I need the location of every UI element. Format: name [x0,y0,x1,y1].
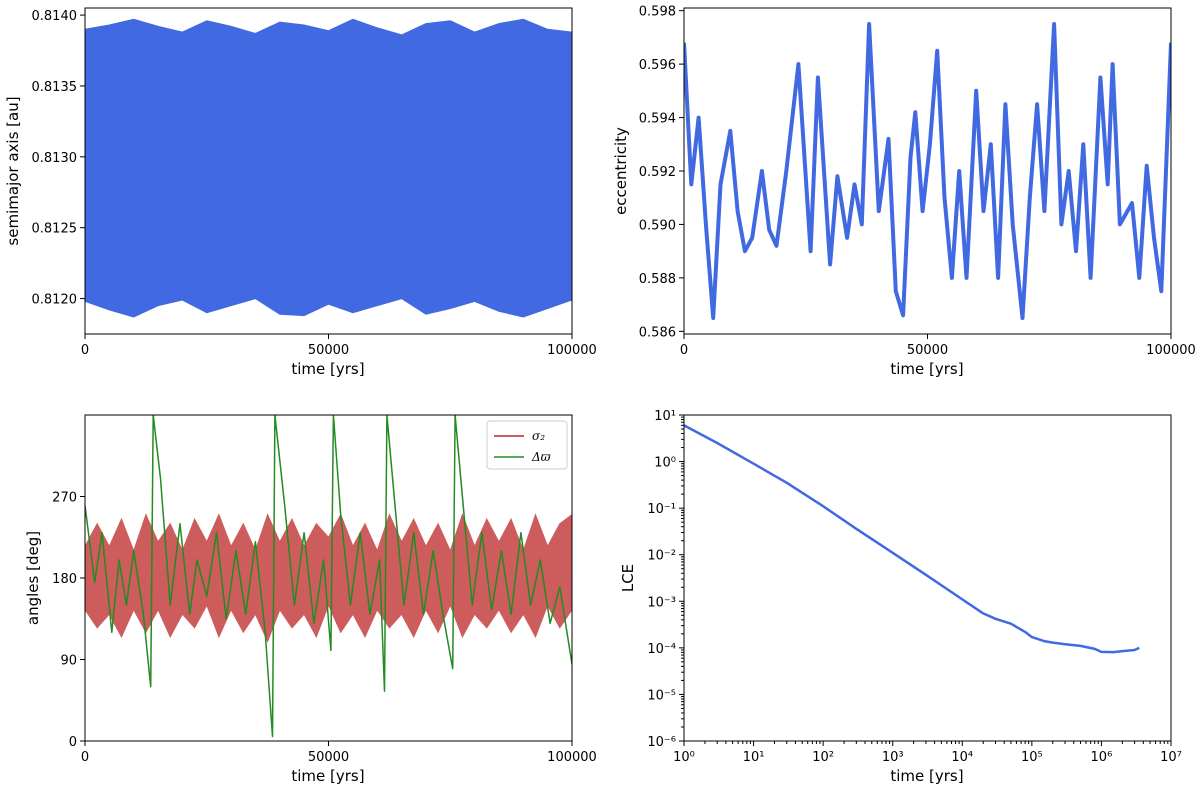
p1-y-axis-label: eccentricity [612,127,630,215]
p3-xtick-label: 10³ [882,750,904,765]
p0-ytick-label: 0.8125 [32,222,78,237]
p3-ytick-label: 10⁻⁴ [647,642,676,657]
p3-ytick-label: 10⁻¹ [647,502,676,517]
p0-xtick-label: 0 [81,343,89,358]
series-line-LCE [684,424,1140,654]
p1-ytick-label: 0.596 [639,58,676,73]
p2-xtick-label: 50000 [308,750,349,765]
p1-axes-frame [683,7,1172,335]
p3-xtick-label: 10⁵ [1021,750,1043,765]
p2-axes-frame [84,414,573,742]
p3-ytick-label: 10⁻⁶ [647,735,676,750]
series-band-semimajor-axis [85,18,572,318]
p3-ytick-label: 10⁻⁵ [647,688,676,703]
p3-xtick-label: 10² [812,750,834,765]
p1-xtick-label: 50000 [907,343,948,358]
p2-ytick-label: 0 [69,735,77,750]
p0-xtick-label: 50000 [308,343,349,358]
legend-delta-varpi-label: Δϖ [531,450,552,464]
p3-ytick-label: 10⁻² [647,549,676,564]
p0-data-layer [85,18,572,318]
p1-ytick-label: 0.598 [639,5,676,20]
p1-data-layer [684,22,1171,320]
p1-ytick-label: 0.590 [639,218,676,233]
p1-ytick-label: 0.588 [639,272,676,287]
p3-ytick-label: 10¹ [654,409,676,424]
p0-ytick-label: 0.8140 [32,9,78,24]
p1-ytick-label: 0.592 [639,165,676,180]
p0-x-axis-label: time [yrs] [291,360,364,378]
p3-x-axis-label: time [yrs] [890,767,963,785]
panel-semimajor-axis: 0 50000 100000 0.8120 0.8125 0.8130 0.8135 0.81… [4,7,597,378]
legend-sigma2-label: σ₂ [532,429,545,443]
p0-ticks: 0 50000 100000 0.8120 0.8125 0.8130 0.8135 0.81… [32,9,597,358]
p3-ytick-label: 10⁻³ [647,595,676,610]
p1-xtick-label: 100000 [1146,343,1196,358]
p2-xtick-label: 100000 [547,750,597,765]
p0-ytick-label: 0.8120 [32,293,78,308]
p0-y-axis-label: semimajor axis [au] [4,96,22,245]
p1-ytick-label: 0.594 [639,112,676,127]
p0-ytick-label: 0.8135 [32,80,78,95]
panel-lce: 10⁰ 10¹ 10² 10³ 10⁴ 10⁵ 10⁶ 10⁷ 10⁻⁶ 10⁻⁵ 10⁻⁴ 10⁻³… [619,409,1182,785]
panel-angles: 0 50000 100000 0 90 180 270 time [yrs] angles … [24,414,597,785]
p3-xtick-label: 10⁴ [951,750,973,765]
series-line-Δϖ [85,415,572,738]
panel-eccentricity: 0 50000 100000 0.586 0.588 0.590 0.592 0.594 0.5… [612,5,1196,378]
p2-ytick-label: 270 [52,491,77,506]
p2-ytick-label: 180 [52,572,77,587]
p3-xtick-label: 10¹ [743,750,765,765]
p3-xtick-label: 10⁷ [1160,750,1182,765]
p0-axes-frame [84,7,573,335]
p2-x-axis-label: time [yrs] [291,767,364,785]
p0-xtick-label: 100000 [547,343,597,358]
p2-ticks: 0 50000 100000 0 90 180 270 [52,491,597,766]
p2-y-axis-label: angles [deg] [24,531,42,625]
series-line-eccentricity [684,22,1171,320]
p1-x-axis-label: time [yrs] [890,360,963,378]
p2-xtick-label: 0 [81,750,89,765]
p3-ticks: 10⁰ 10¹ 10² 10³ 10⁴ 10⁵ 10⁶ 10⁷ 10⁻⁶ 10⁻⁵ 10⁻⁴ 10⁻³… [647,409,1182,765]
p3-axes-frame [683,414,1172,742]
p2-legend: σ₂ Δϖ [486,420,568,470]
series-band-σ₂ [85,513,572,643]
p1-ticks: 0 50000 100000 0.586 0.588 0.590 0.592 0.594 0.5… [639,5,1196,358]
p3-xtick-label: 10⁶ [1091,750,1113,765]
p2-ytick-label: 90 [60,654,77,669]
legend-box [486,420,568,470]
p1-ytick-label: 0.586 [639,325,676,340]
p3-y-axis-label: LCE [619,564,637,592]
p1-xtick-label: 0 [680,343,688,358]
p3-xtick-label: 10⁰ [673,750,695,765]
p0-ytick-label: 0.8130 [32,151,78,166]
p3-ytick-label: 10⁰ [654,456,676,471]
p3-data-layer [684,424,1140,654]
p2-data-layer [85,415,572,738]
